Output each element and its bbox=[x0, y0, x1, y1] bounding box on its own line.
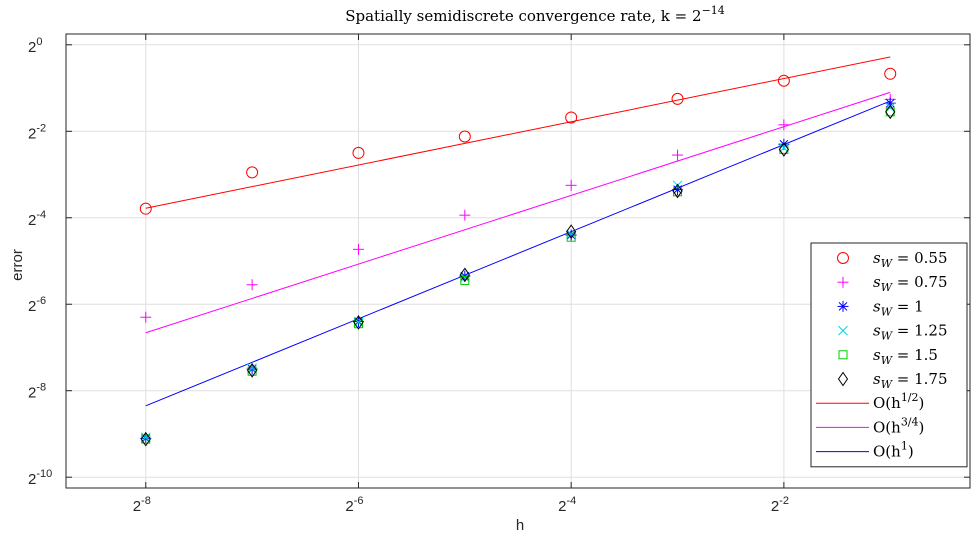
y-tick-label: 2-2 bbox=[28, 122, 46, 142]
reference-line-ref1 bbox=[145, 100, 891, 407]
point-sw125 bbox=[566, 229, 577, 240]
point-sw175 bbox=[140, 431, 151, 447]
legend-marker-sw075 bbox=[837, 276, 849, 288]
point-sw075 bbox=[672, 149, 684, 161]
legend-marker-sw15 bbox=[838, 350, 848, 360]
point-sw175 bbox=[247, 363, 258, 378]
x-axis-label: h bbox=[516, 517, 524, 534]
y-tick-label: 2-6 bbox=[28, 295, 46, 315]
point-sw075 bbox=[352, 243, 364, 255]
y-axis-label: error bbox=[9, 249, 26, 281]
y-tick-label: 2-8 bbox=[28, 382, 46, 402]
point-sw175 bbox=[353, 315, 364, 330]
point-sw125 bbox=[779, 142, 789, 153]
point-sw055 bbox=[139, 202, 152, 215]
point-sw125 bbox=[459, 272, 470, 283]
data-markers bbox=[139, 67, 897, 447]
legend-marker-sw055 bbox=[837, 252, 849, 264]
legend-label-sw055: sW = 0.55 bbox=[873, 249, 948, 270]
point-sw055 bbox=[671, 92, 684, 105]
y-tick-label: 20 bbox=[28, 36, 42, 56]
point-sw175 bbox=[566, 224, 577, 239]
legend: sW = 0.55 sW = 0.75 sW = 1 sW = 1.25 sW = 1.… bbox=[810, 242, 968, 468]
point-sw075 bbox=[246, 279, 258, 291]
point-sw075 bbox=[459, 209, 471, 221]
point-sw1 bbox=[246, 363, 258, 375]
x-tick-label: 2-8 bbox=[133, 495, 151, 515]
legend-label-ref12: O(h1/2) bbox=[873, 391, 924, 412]
point-sw125 bbox=[140, 432, 151, 443]
title-exponent: −14 bbox=[702, 4, 725, 17]
x-tick-label: 2-4 bbox=[558, 495, 576, 515]
point-sw055 bbox=[246, 166, 259, 179]
point-sw075 bbox=[565, 179, 577, 191]
point-sw125 bbox=[247, 363, 257, 374]
legend-label-sw125: sW = 1.25 bbox=[873, 322, 948, 343]
legend-marker-sw1 bbox=[837, 300, 849, 312]
point-sw175 bbox=[672, 183, 683, 199]
point-sw175 bbox=[778, 142, 789, 157]
point-sw15 bbox=[460, 275, 470, 285]
tick-labels: 2-8 2-6 2-4 2-2 20 2-2 2-4 2-6 2-8 2-10 bbox=[28, 36, 789, 515]
point-sw055 bbox=[777, 74, 790, 87]
point-sw175 bbox=[885, 104, 896, 120]
point-sw175 bbox=[459, 267, 470, 283]
legend-label-ref1: O(h1) bbox=[873, 440, 914, 461]
axes-frame bbox=[65, 33, 971, 489]
legend-label-sw15: sW = 1.5 bbox=[873, 346, 938, 367]
point-sw075 bbox=[140, 311, 152, 323]
y-tick-label: 2-10 bbox=[28, 468, 52, 488]
legend-label-sw175: sW = 1.75 bbox=[873, 370, 948, 391]
point-sw075 bbox=[778, 119, 790, 131]
point-sw15 bbox=[566, 232, 576, 242]
legend-label-sw1: sW = 1 bbox=[873, 297, 924, 318]
legend-label-sw075: sW = 0.75 bbox=[873, 273, 948, 294]
legend-box bbox=[810, 242, 968, 468]
point-sw055 bbox=[884, 67, 897, 80]
point-sw055 bbox=[458, 130, 471, 143]
point-sw055 bbox=[352, 146, 365, 159]
reference-line-ref34 bbox=[145, 91, 891, 334]
chart-title: Spatially semidiscrete convergence rate,… bbox=[345, 4, 725, 25]
y-tick-label: 2-4 bbox=[28, 209, 46, 229]
reference-lines bbox=[145, 56, 891, 407]
legend-marker-sw175 bbox=[837, 371, 849, 387]
point-sw055 bbox=[565, 111, 578, 124]
plot-frame bbox=[65, 33, 971, 489]
legend-marker-sw125 bbox=[838, 325, 848, 336]
x-tick-label: 2-6 bbox=[345, 495, 363, 515]
x-tick-label: 2-2 bbox=[771, 495, 789, 515]
legend-label-ref34: O(h3/4) bbox=[873, 415, 924, 436]
reference-line-ref12 bbox=[145, 56, 891, 209]
